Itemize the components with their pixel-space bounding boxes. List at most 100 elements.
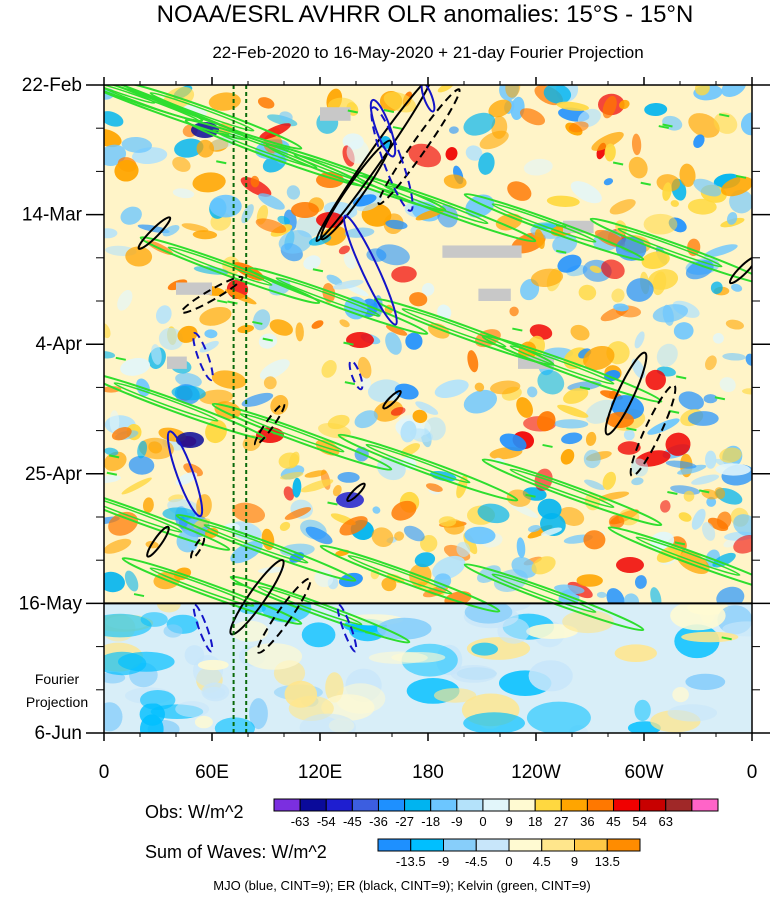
kelvin-fragment bbox=[735, 174, 747, 179]
minor-ticks bbox=[96, 81, 760, 737]
anomaly-blob bbox=[444, 591, 472, 603]
kelvin-contour-inner bbox=[509, 345, 615, 385]
kelvin-contour bbox=[121, 557, 303, 626]
er-contour bbox=[229, 559, 285, 636]
anomaly-blob bbox=[204, 329, 218, 339]
anomaly-blob bbox=[705, 450, 717, 469]
anomaly-blob bbox=[703, 394, 718, 404]
kelvin-contour-inner bbox=[149, 567, 255, 607]
projection-blob bbox=[156, 603, 181, 613]
kelvin-contour bbox=[104, 85, 204, 123]
projection-blob bbox=[184, 645, 205, 666]
anomaly-blob bbox=[259, 123, 291, 140]
reference-longitude-lines bbox=[232, 85, 248, 733]
kelvin-contour bbox=[319, 544, 501, 613]
anomaly-blob bbox=[174, 138, 204, 158]
obs-colorbar-label: Obs: W/m^2 bbox=[145, 802, 243, 822]
kelvin-contour bbox=[481, 334, 663, 403]
colorbar-swatch bbox=[606, 838, 641, 852]
anomaly-blob bbox=[490, 380, 521, 395]
projection-blob bbox=[214, 717, 255, 733]
anomaly-blob bbox=[261, 528, 275, 551]
anomaly-blob bbox=[258, 193, 285, 210]
colorbar-label: -63 bbox=[291, 814, 310, 829]
anomaly-blob bbox=[478, 152, 495, 175]
anomaly-blob bbox=[250, 175, 260, 188]
anomaly-core bbox=[616, 557, 644, 573]
kelvin-contour-inner bbox=[509, 468, 615, 509]
anomaly-blob bbox=[181, 223, 209, 232]
anomaly-blob bbox=[343, 252, 356, 270]
kelvin-fragment bbox=[721, 636, 732, 641]
anomaly-blob bbox=[300, 479, 334, 493]
anomaly-blob bbox=[556, 101, 589, 111]
anomaly-blob bbox=[353, 194, 377, 207]
er-contour bbox=[190, 536, 206, 560]
mjo-contour bbox=[192, 331, 214, 382]
anomaly-blob bbox=[104, 386, 122, 393]
anomaly-blob bbox=[117, 289, 133, 311]
anomaly-blob bbox=[104, 451, 127, 472]
kelvin-fragment bbox=[392, 126, 404, 131]
x-tick-label: 120E bbox=[298, 762, 342, 783]
kelvin-fragment bbox=[699, 489, 710, 494]
anomaly-core bbox=[291, 202, 319, 218]
projection-blob bbox=[244, 643, 303, 670]
anomaly-blob bbox=[656, 343, 678, 367]
anomaly-blob bbox=[104, 228, 118, 239]
anomaly-blob bbox=[529, 324, 553, 340]
anomaly-blob bbox=[530, 268, 564, 287]
kelvin-fragment bbox=[327, 501, 338, 506]
anomaly-blob bbox=[583, 345, 615, 371]
colorbar-swatch bbox=[482, 798, 510, 812]
projection-blob bbox=[231, 620, 269, 642]
missing-data-boxes bbox=[167, 107, 594, 369]
anomaly-blob bbox=[609, 199, 636, 215]
anomaly-blob bbox=[259, 359, 290, 380]
anomaly-blob bbox=[354, 410, 378, 429]
x-tick-label: 120W bbox=[511, 762, 561, 783]
colorbar-label: -18 bbox=[421, 814, 440, 829]
anomaly-blob bbox=[420, 534, 438, 553]
projection-blob bbox=[433, 688, 477, 703]
y-axis: 22-Feb 14-Mar 4-Apr 25-Apr 16-May 6-Jun bbox=[19, 75, 770, 744]
anomaly-blob bbox=[438, 516, 457, 527]
anomaly-blob bbox=[704, 244, 738, 258]
projection-blob bbox=[104, 613, 152, 638]
anomaly-blob bbox=[719, 377, 736, 393]
kelvin-contour bbox=[104, 483, 231, 551]
anomaly-blob bbox=[292, 477, 302, 498]
kelvin-contour-inner bbox=[203, 524, 309, 564]
kelvin-fragment bbox=[252, 320, 263, 325]
kelvin-fragment bbox=[579, 386, 591, 391]
anomaly-blob bbox=[606, 588, 625, 603]
anomaly-blob bbox=[706, 496, 717, 507]
anomaly-blob bbox=[652, 271, 667, 296]
anomaly-blob bbox=[474, 382, 485, 392]
anomaly-blob bbox=[104, 323, 111, 339]
anomaly-blob bbox=[465, 145, 483, 161]
x-tick-label: 0 bbox=[747, 762, 758, 783]
anomaly-blob bbox=[570, 324, 590, 341]
anomaly-blob bbox=[726, 212, 738, 225]
anomaly-blob bbox=[506, 489, 531, 507]
mjo-contour bbox=[348, 359, 364, 391]
anomaly-blob bbox=[104, 475, 122, 484]
colorbar-swatch bbox=[351, 798, 379, 812]
anomaly-blob bbox=[685, 260, 714, 280]
kelvin-contour-inner bbox=[239, 413, 345, 453]
er-contour bbox=[180, 275, 244, 314]
colorbar-label: 45 bbox=[606, 814, 620, 829]
kelvin-fragment bbox=[106, 471, 118, 476]
anomaly-blob bbox=[373, 400, 404, 422]
colorbar-swatch bbox=[541, 838, 575, 852]
y-tick-label: 14-Mar bbox=[22, 205, 83, 226]
anomaly-blob bbox=[725, 319, 744, 330]
kelvin-contour-inner bbox=[149, 92, 255, 132]
projection-blob bbox=[450, 665, 497, 683]
colorbar-label: 18 bbox=[528, 814, 542, 829]
x-tick-label: 180 bbox=[412, 762, 444, 783]
anomaly-blob bbox=[516, 537, 526, 559]
mjo-contour bbox=[343, 214, 398, 326]
